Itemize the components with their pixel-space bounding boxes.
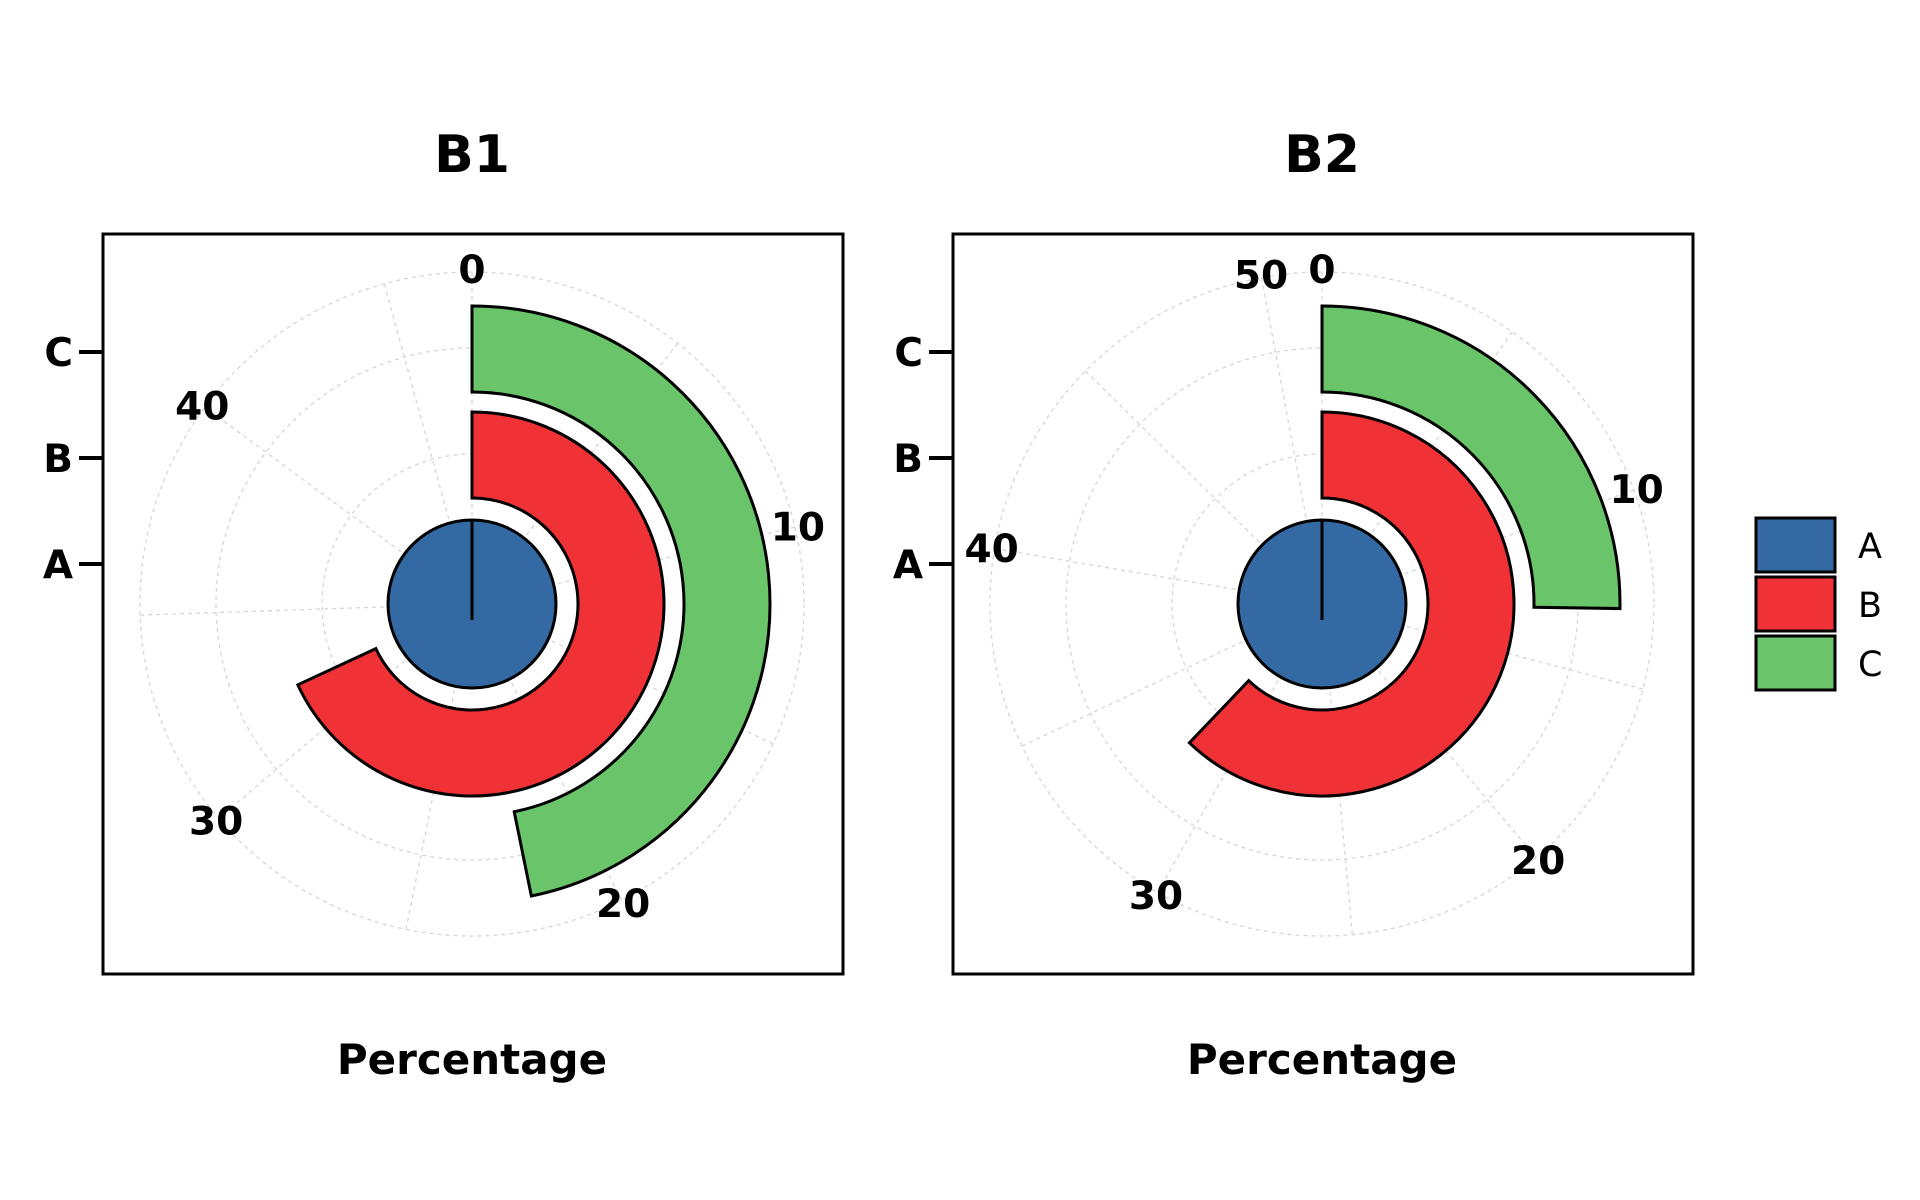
chart-panel-b1: B1 0 10 20 30 40 A B C Percentage (43, 125, 845, 1084)
legend-label-c: C (1858, 645, 1882, 685)
grid-circle (139, 271, 805, 937)
category-tick-label: A (893, 543, 923, 588)
legend-swatch-b (1754, 575, 1837, 633)
category-tick-label: C (894, 331, 923, 376)
theta-tick-label: 10 (1609, 468, 1663, 513)
theta-tick-label: 20 (596, 882, 650, 927)
category-tick-labels: A B C (43, 331, 103, 588)
chart-title: B1 (434, 125, 510, 185)
legend-swatch-c (1754, 634, 1837, 692)
plot-frame (101, 232, 845, 976)
bar-b (295, 410, 666, 798)
grid-circle (989, 271, 1655, 937)
plot-frame (951, 232, 1695, 976)
theta-tick-label: 50 (1234, 254, 1288, 299)
x-axis-label: Percentage (337, 1035, 607, 1084)
theta-tick-label: 40 (175, 384, 229, 429)
legend-label-b: B (1858, 586, 1882, 626)
category-tick-label: B (43, 437, 73, 482)
category-tick-labels: A B C (893, 331, 953, 588)
theta-tick-label: 40 (965, 527, 1019, 572)
theta-tick-label: 30 (1129, 874, 1183, 919)
legend: A B C (1754, 516, 1882, 692)
legend-swatch-a (1754, 516, 1837, 574)
theta-tick-labels: 0 10 20 30 40 50 (965, 248, 1664, 919)
bar-layer (1187, 304, 1622, 798)
chart-panel-b2: B2 0 10 20 30 40 50 A B C Percentage (893, 125, 1695, 1084)
x-axis-label: Percentage (1187, 1035, 1457, 1084)
category-tick-label: B (893, 437, 923, 482)
theta-tick-labels: 0 10 20 30 40 (175, 248, 825, 927)
theta-tick-label: 0 (458, 248, 485, 293)
category-tick-label: A (43, 543, 73, 588)
bar-c (470, 304, 772, 898)
theta-tick-label: 20 (1511, 839, 1565, 884)
legend-label-a: A (1858, 527, 1882, 567)
bar-c (1320, 304, 1622, 611)
theta-tick-label: 0 (1308, 248, 1335, 293)
bar-b (1187, 410, 1516, 798)
theta-tick-label: 30 (189, 799, 243, 844)
category-tick-label: C (44, 331, 73, 376)
chart-title: B2 (1284, 125, 1360, 185)
theta-tick-label: 10 (771, 505, 825, 550)
bar-layer (295, 304, 772, 898)
